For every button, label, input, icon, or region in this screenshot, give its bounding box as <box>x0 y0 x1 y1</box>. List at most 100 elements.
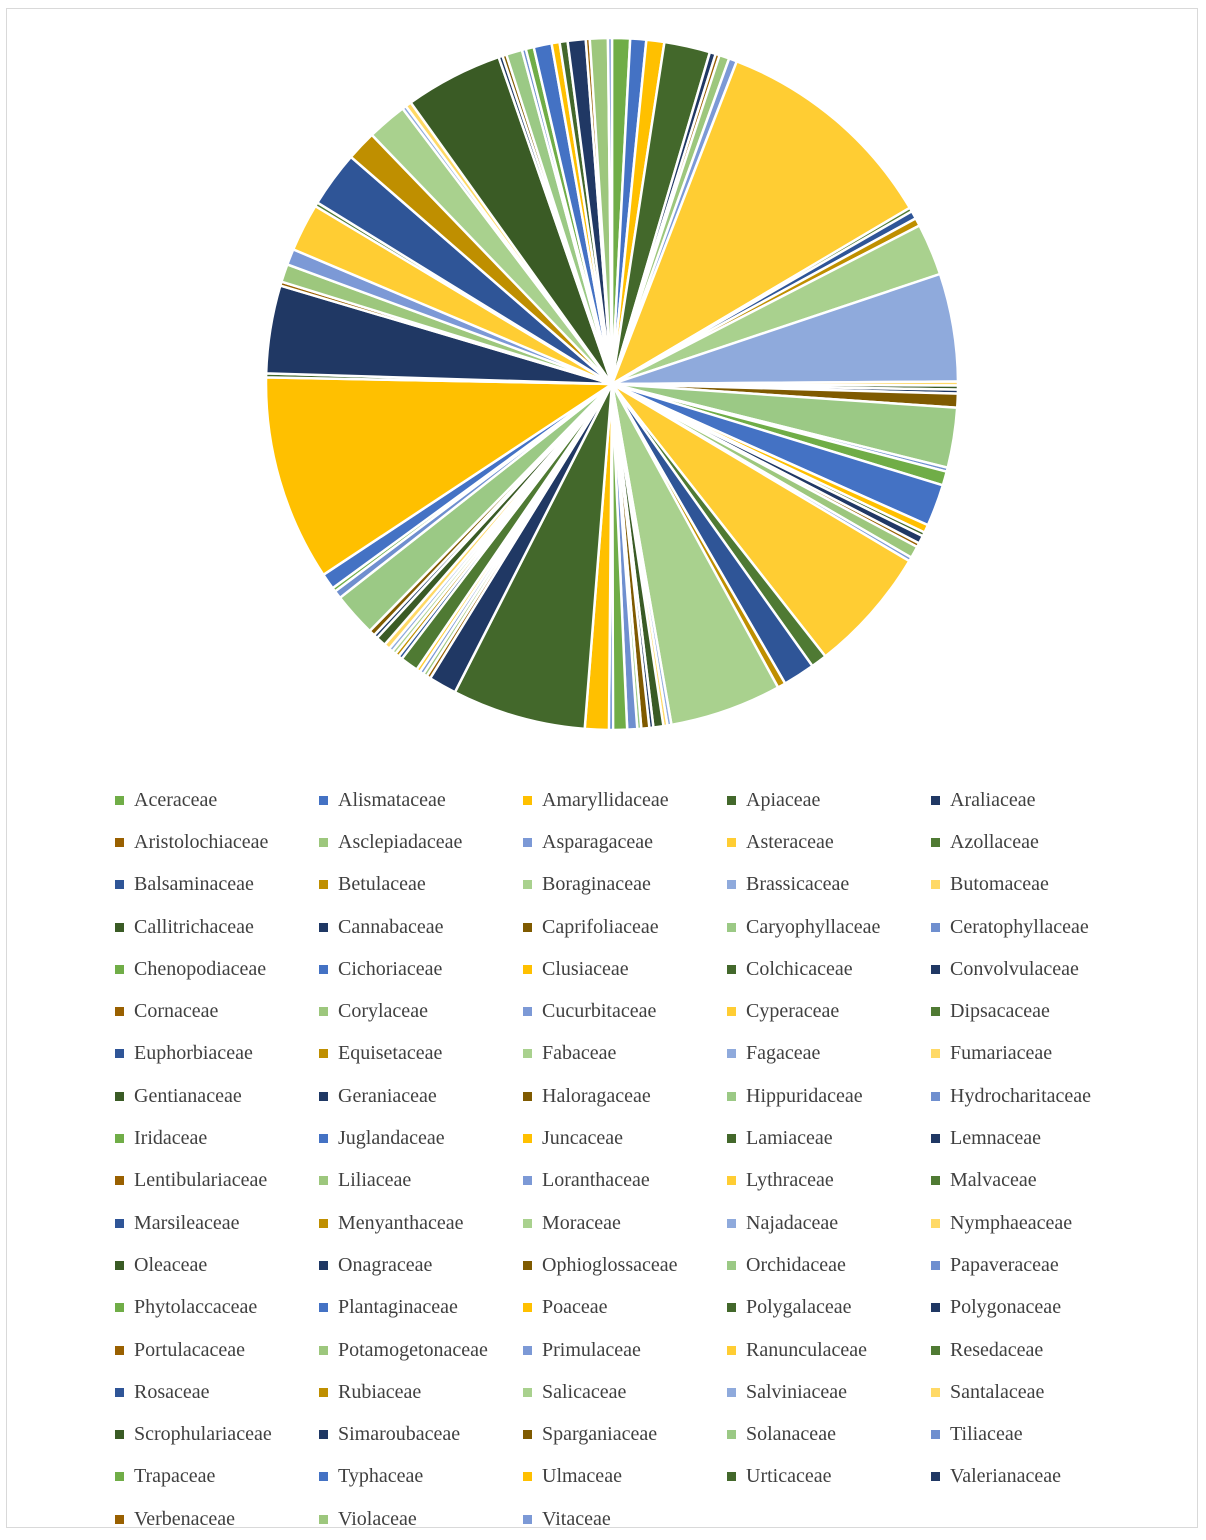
legend-swatch <box>115 1472 124 1482</box>
legend-label: Lemnaceae <box>950 1127 1042 1150</box>
legend-item: Ulmaceae <box>523 1465 727 1488</box>
legend-label: Alismataceae <box>338 788 446 811</box>
legend-swatch <box>319 1303 328 1313</box>
pie-chart <box>264 36 960 732</box>
legend-row: Oleaceae Onagraceae Ophioglossaceae Orchida… <box>115 1244 1195 1286</box>
legend-label: Menyanthaceae <box>338 1211 464 1234</box>
legend-swatch <box>727 1345 736 1355</box>
legend-swatch <box>727 880 736 890</box>
legend-item: Ceratophyllaceae <box>931 916 1135 939</box>
legend-item: Phytolaccaceae <box>115 1296 319 1319</box>
legend-label: Plantaginaceae <box>338 1296 458 1319</box>
legend-label: Cornaceae <box>134 1000 219 1023</box>
legend-label: Equisetaceae <box>338 1042 443 1065</box>
pie-slice-poaceae <box>264 376 614 577</box>
legend-row: Callitrichaceae Cannabaceae Caprifoliaceae… <box>115 906 1195 948</box>
legend-swatch <box>727 1260 736 1270</box>
legend-item: Papaveraceae <box>931 1254 1135 1277</box>
legend-swatch <box>931 1260 940 1270</box>
legend-swatch <box>523 1007 532 1017</box>
legend-item: Colchicaceae <box>727 958 931 981</box>
legend-swatch <box>931 922 940 932</box>
legend-item: Urticaceae <box>727 1465 931 1488</box>
legend-row: Balsaminaceae Betulaceae Boraginaceae Brass… <box>115 864 1195 906</box>
legend-label: Asteraceae <box>746 830 834 853</box>
legend-item: Onagraceae <box>319 1254 523 1277</box>
legend-label: Salicaceae <box>542 1380 627 1403</box>
legend-label: Ranunculaceae <box>746 1338 868 1361</box>
legend-swatch <box>523 1049 532 1059</box>
legend-swatch <box>523 1303 532 1313</box>
legend-swatch <box>115 1430 124 1440</box>
legend-item: Polygonaceae <box>931 1296 1135 1319</box>
legend-item: Amaryllidaceae <box>523 789 727 812</box>
legend-swatch <box>319 1176 328 1186</box>
legend-row: Aristolochiaceae Asclepiadaceae Asparagace… <box>115 821 1195 863</box>
legend-swatch <box>115 1218 124 1228</box>
legend-swatch <box>727 1007 736 1017</box>
legend-swatch <box>115 837 124 847</box>
legend-item: Juglandaceae <box>319 1127 523 1150</box>
legend-item: Najadaceae <box>727 1212 931 1235</box>
legend-swatch <box>523 1514 532 1524</box>
legend-item: Juncaceae <box>523 1127 727 1150</box>
legend-item: Aceraceae <box>115 789 319 812</box>
legend-swatch <box>931 1303 940 1313</box>
legend-item: Ophioglossaceae <box>523 1254 727 1277</box>
legend-swatch <box>523 1345 532 1355</box>
legend-row: Marsileaceae Menyanthaceae Moraceae Najadac… <box>115 1202 1195 1244</box>
legend-swatch <box>727 1049 736 1059</box>
legend-label: Polygonaceae <box>950 1296 1062 1319</box>
legend-item: Balsaminaceae <box>115 873 319 896</box>
legend-label: Onagraceae <box>338 1253 433 1276</box>
legend-swatch <box>319 1514 328 1524</box>
legend-label: Moraceae <box>542 1211 621 1234</box>
legend-label: Cyperaceae <box>746 1000 840 1023</box>
legend-label: Vitaceae <box>542 1507 611 1530</box>
legend-item: Fumariaceae <box>931 1042 1135 1065</box>
legend-label: Fumariaceae <box>950 1042 1053 1065</box>
legend-swatch <box>727 1091 736 1101</box>
legend-label: Boraginaceae <box>542 873 651 896</box>
legend-row: Iridaceae Juglandaceae Juncaceae Lamiaceae L… <box>115 1117 1195 1159</box>
legend-item: Hydrocharitaceae <box>931 1085 1135 1108</box>
legend-item: Loranthaceae <box>523 1169 727 1192</box>
legend-item: Euphorbiaceae <box>115 1042 319 1065</box>
legend-item: Rosaceae <box>115 1381 319 1404</box>
legend-label: Poaceae <box>542 1296 608 1319</box>
legend-swatch <box>523 1387 532 1397</box>
legend-item: Potamogetonaceae <box>319 1339 523 1362</box>
legend-label: Polygalaceae <box>746 1296 852 1319</box>
legend-label: Ceratophyllaceae <box>950 915 1089 938</box>
legend-label: Orchidaceae <box>746 1253 846 1276</box>
legend-item: Santalaceae <box>931 1381 1135 1404</box>
legend-swatch <box>727 795 736 805</box>
legend-swatch <box>319 964 328 974</box>
legend-swatch <box>523 1260 532 1270</box>
legend-item: Malvaceae <box>931 1169 1135 1192</box>
legend-label: Juglandaceae <box>338 1127 445 1150</box>
legend-item: Marsileaceae <box>115 1212 319 1235</box>
legend-label: Valerianaceae <box>950 1465 1062 1488</box>
pie-slice-vitaceae <box>606 36 614 386</box>
legend-row: Lentibulariaceae Liliaceae Loranthaceae Lyt… <box>115 1160 1195 1202</box>
legend-item: Primulaceae <box>523 1339 727 1362</box>
legend-label: Liliaceae <box>338 1169 412 1192</box>
legend-label: Rosaceae <box>134 1380 210 1403</box>
chart-area: Aceraceae Alismataceae Amaryllidaceae Apiac… <box>6 8 1198 1530</box>
legend-item: Lemnaceae <box>931 1127 1135 1150</box>
legend-item: Dipsacaceae <box>931 1000 1135 1023</box>
legend-item: Poaceae <box>523 1296 727 1319</box>
legend-item: Apiaceae <box>727 789 931 812</box>
legend-swatch <box>931 1091 940 1101</box>
legend-item: Plantaginaceae <box>319 1296 523 1319</box>
legend-label: Chenopodiaceae <box>134 957 267 980</box>
legend-label: Scrophulariaceae <box>134 1423 272 1446</box>
legend-label: Najadaceae <box>746 1211 839 1234</box>
legend-label: Urticaceae <box>746 1465 832 1488</box>
legend-label: Brassicaceae <box>746 873 850 896</box>
legend-label: Butomaceae <box>950 873 1049 896</box>
legend-label: Lamiaceae <box>746 1127 833 1150</box>
legend-swatch <box>115 1007 124 1017</box>
legend-label: Phytolaccaceae <box>134 1296 258 1319</box>
